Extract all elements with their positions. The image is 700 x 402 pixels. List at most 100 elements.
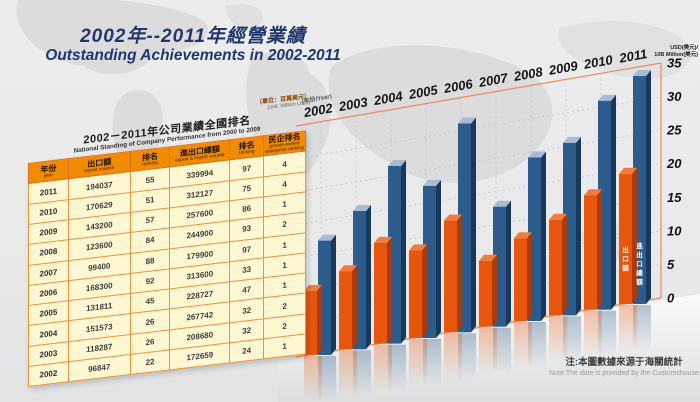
year-label-2007: 2007	[477, 70, 510, 90]
y-tick-30: 30	[667, 89, 682, 104]
bar-export-2011-side	[632, 167, 637, 305]
cell-private-rank: 1	[263, 333, 306, 360]
bar-export-2002-side	[317, 284, 322, 355]
bar-total-2005-side	[436, 179, 441, 338]
bar-export-2009-side	[562, 213, 567, 316]
bar-export-2008	[514, 238, 527, 322]
bar-export-2008-side	[527, 232, 532, 322]
cell-export-rank: 22	[130, 349, 170, 375]
bar-export-2010	[584, 195, 597, 310]
page-title: 2002年--2011年經營業績 Outstanding Achievement…	[28, 26, 358, 64]
bar-total-2008-side	[541, 151, 546, 322]
bar-total-2011-reflection	[633, 305, 651, 352]
source-note: 注:本圖數據來源于海關統計 Note:The date is provided …	[548, 357, 700, 378]
bar-total-2007-reflection	[493, 327, 511, 374]
bar-total-2002-top	[318, 234, 336, 241]
bar-total-2006-top	[458, 117, 476, 124]
bar-total-2004-reflection	[388, 344, 406, 391]
bar-total-2006-reflection	[458, 333, 476, 380]
cell-year: 2002	[28, 361, 69, 387]
ranking-table: 年份 year 出口額 export volume 排名 ranking 進出口總額 expo…	[28, 130, 306, 388]
bar-export-2008-reflection	[514, 322, 532, 369]
bar-export-2005-reflection	[409, 338, 427, 385]
year-label-2008: 2008	[512, 64, 545, 84]
bar-label-total: 出	[636, 250, 643, 259]
bar-label-export: 額	[621, 263, 629, 272]
bar-total-2009-reflection	[563, 316, 581, 363]
bar-export-2007-top	[479, 254, 497, 261]
bar-export-2007-reflection	[479, 327, 497, 374]
bar-total-2002-side	[331, 234, 336, 355]
bar-total-2005-reflection	[423, 338, 441, 385]
y-tick-5: 5	[667, 257, 675, 272]
bar-export-2004-side	[387, 236, 392, 344]
bar-total-2010-side	[611, 94, 616, 310]
bar-export-2007-side	[492, 254, 497, 327]
gridline-horizontal	[295, 129, 662, 193]
bar-export-2010-side	[597, 189, 602, 310]
bar-export-2008-top	[514, 232, 532, 239]
page-title-zh: 2002年--2011年經營業績	[80, 26, 306, 47]
bar-export-2004-reflection	[374, 344, 392, 391]
source-note-zh: 注:本圖數據來源于海關統計	[565, 357, 683, 368]
bar-total-2011-side	[646, 70, 651, 305]
bar-total-2004-side	[401, 159, 406, 344]
bar-export-2007	[479, 260, 492, 327]
year-label-2009: 2009	[547, 58, 580, 78]
year-label-2006: 2006	[442, 76, 475, 96]
bar-export-2005-side	[422, 244, 427, 338]
bar-total-2005-top	[423, 179, 441, 186]
year-label-2010: 2010	[582, 52, 615, 72]
bar-export-2009	[549, 219, 562, 316]
bar-total-2007-side	[506, 200, 511, 327]
bar-total-2010-reflection	[598, 310, 616, 357]
year-label-2005: 2005	[407, 82, 440, 102]
bar-export-2005	[409, 250, 422, 338]
bar-export-2002-top	[304, 284, 322, 291]
bar-export-2009-top	[549, 213, 567, 220]
bar-export-2006-side	[457, 214, 462, 333]
bar-export-2005-top	[409, 244, 427, 251]
year-label-2002: 2002	[302, 100, 335, 120]
bar-export-2011-reflection	[619, 305, 637, 352]
bar-total-2009-top	[563, 136, 581, 143]
bar-export-2010-top	[584, 189, 602, 196]
bar-total-2008-reflection	[528, 322, 546, 369]
bar-export-2006-reflection	[444, 333, 462, 380]
bar-export-2006	[444, 220, 457, 333]
bar-export-2010-reflection	[584, 310, 602, 357]
gridline-horizontal	[295, 96, 662, 160]
bar-export-2002-reflection	[304, 355, 322, 402]
bar-export-2003-side	[352, 265, 357, 350]
y-tick-10: 10	[667, 223, 682, 238]
page-title-en: Outstanding Achievements in 2002-2011	[45, 47, 341, 64]
ranking-table-panel: （單位：百萬美元） (unit: Million USD) 2002－2011年…	[28, 94, 310, 388]
bar-label-total: 口	[636, 260, 643, 268]
bar-export-2011-top	[619, 167, 637, 174]
bar-export-2003-reflection	[339, 350, 357, 397]
y-tick-20: 20	[666, 156, 682, 171]
bar-export-2003	[339, 271, 352, 350]
year-label-2003: 2003	[337, 94, 370, 114]
bar-export-2006-top	[444, 214, 462, 221]
bar-total-2006-side	[471, 117, 476, 333]
bar-label-export: 口	[622, 255, 629, 263]
bar-export-2003-top	[339, 265, 357, 272]
bar-total-2010-top	[598, 94, 616, 101]
bar-total-2007-top	[493, 200, 511, 207]
source-note-en: Note:The date is provided by the Customs…	[549, 370, 699, 377]
cell-total-rank: 24	[229, 338, 264, 364]
bar-label-total: 額	[635, 277, 643, 286]
bar-export-2004	[374, 242, 387, 344]
bar-export-2009-reflection	[549, 316, 567, 363]
bar-total-2011-top	[633, 70, 651, 77]
y-tick-15: 15	[667, 190, 682, 205]
bar-export-2002	[304, 290, 317, 355]
y-axis-unit-line1: USD(美元)/	[670, 43, 698, 51]
y-tick-25: 25	[666, 123, 682, 138]
bar-label-total: 總	[636, 268, 643, 277]
y-axis-unit-line2: 10B Million(美元)	[654, 50, 698, 58]
bar-export-2011	[619, 173, 632, 305]
bar-total-2003-top	[353, 204, 371, 211]
y-tick-35: 35	[667, 56, 682, 71]
